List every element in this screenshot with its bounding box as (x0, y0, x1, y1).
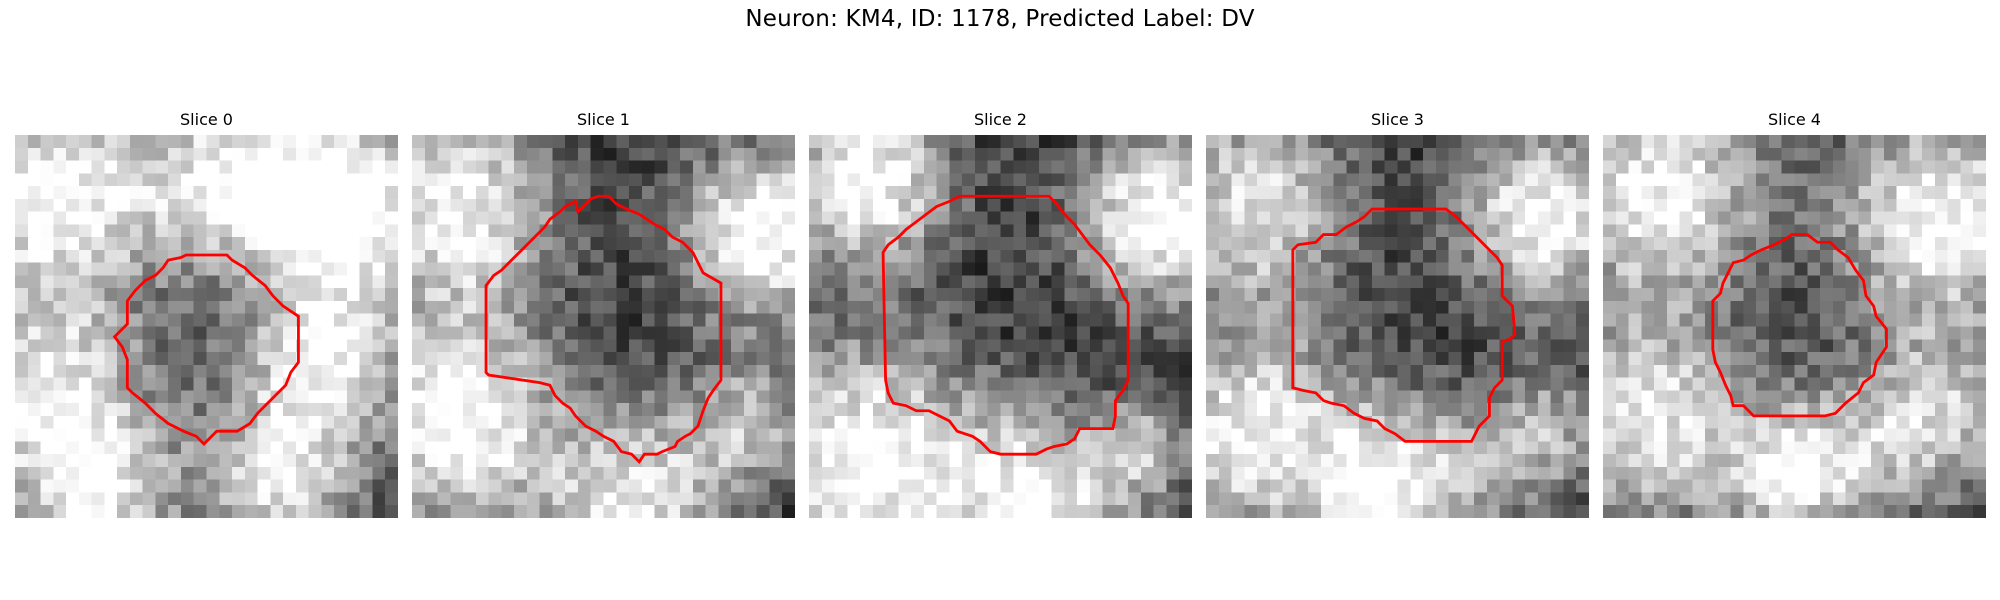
figure-title: Neuron: KM4, ID: 1178, Predicted Label: … (745, 6, 1255, 32)
segmentation-contour (112, 253, 300, 446)
slice-panel-0: Slice 0 (15, 110, 398, 530)
slice-title-0: Slice 0 (180, 110, 233, 129)
slice-panel-1: Slice 1 (412, 110, 795, 530)
slice-image-1 (412, 135, 795, 518)
grayscale-pixel-grid (15, 135, 398, 518)
slice-title-1: Slice 1 (577, 110, 630, 129)
segmentation-contour (1291, 207, 1517, 443)
grayscale-pixel-grid (412, 135, 795, 518)
slice-title-2: Slice 2 (974, 110, 1027, 129)
slice-panel-4: Slice 4 (1603, 110, 1986, 530)
slice-panel-3: Slice 3 (1206, 110, 1589, 530)
slice-image-2 (809, 135, 1192, 518)
slice-image-3 (1206, 135, 1589, 518)
segmentation-contour (881, 194, 1130, 456)
slice-image-4 (1603, 135, 1986, 518)
grayscale-pixel-grid (1206, 135, 1589, 518)
slice-panel-2: Slice 2 (809, 110, 1192, 530)
grayscale-pixel-grid (1603, 135, 1986, 518)
slice-image-0 (15, 135, 398, 518)
segmentation-contour (1711, 233, 1888, 418)
slice-title-4: Slice 4 (1768, 110, 1821, 129)
slice-title-3: Slice 3 (1371, 110, 1424, 129)
grayscale-pixel-grid (809, 135, 1192, 518)
segmentation-contour (484, 194, 723, 465)
